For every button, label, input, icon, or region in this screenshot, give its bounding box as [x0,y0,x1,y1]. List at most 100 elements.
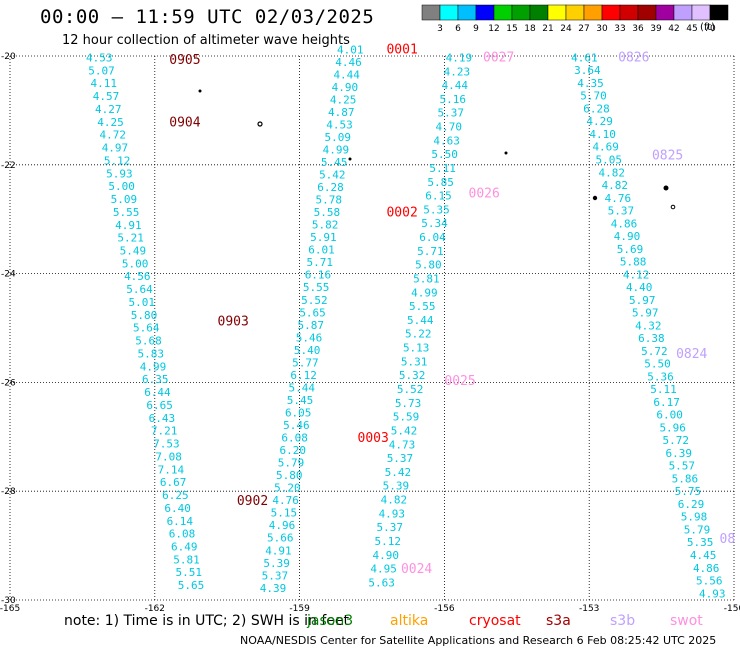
wave-height-value: 5.05 [595,154,622,167]
wave-height-value: 7.53 [153,438,180,451]
wave-height-value: 5.31 [401,355,428,368]
color-scale-swatch [511,4,531,21]
wave-height-value: 4.10 [589,128,616,141]
island-marker [670,204,676,210]
pass-time-label: 0825 [652,148,683,163]
pass-time-label: 0001 [386,42,417,57]
pass-time-label: 0026 [469,186,500,201]
wave-height-value: 5.77 [292,356,319,369]
color-scale-swatch [565,4,585,21]
wave-height-value: 4.11 [91,77,118,90]
wave-height-value: 5.49 [120,244,147,257]
wave-height-value: 6.49 [171,541,198,554]
color-scale-tick: 18 [524,24,536,34]
color-scale-swatch [475,4,495,21]
wave-height-value: 6.16 [305,269,332,282]
wave-height-value: 5.42 [319,169,346,182]
island-marker [592,195,598,201]
wave-height-value: 4.87 [328,106,355,119]
wave-height-value: 5.50 [431,148,458,161]
pass-time-label: 0902 [237,494,268,509]
pass-time-label: 0027 [483,50,514,65]
altimeter-tracks: 4.535.074.114.574.274.254.724.975.125.93… [86,43,725,600]
color-scale-tick: 3 [437,24,443,34]
wave-height-value: 4.99 [411,286,438,299]
wave-height-value: 5.79 [278,457,305,470]
color-scale-tick: 21 [542,24,553,34]
map-axes: -165 -162 -159 -156 -153 -150 -20 -22 -24 -26 -28 -… [0,52,740,614]
pass-time-label: 0903 [218,314,249,329]
pass-time-label: 0025 [444,374,475,389]
wave-height-value: 6.20 [280,444,307,457]
wave-height-value: 5.37 [262,569,289,582]
wave-height-value: 5.11 [429,162,456,175]
wave-height-value: 4.97 [102,142,129,155]
wave-height-value: 5.72 [662,434,689,447]
wave-height-value: 4.95 [370,563,397,576]
pass-time-labels: 0905 0904 0903 0902 0001 0002 0003 0027 0026 0025… [169,42,735,577]
wave-height-value: 4.86 [611,217,638,230]
color-scale-swatch [529,4,549,21]
wave-height-value: 3.64 [574,64,601,77]
color-scale-swatch [421,4,441,21]
wave-height-value: 5.78 [315,194,342,207]
wave-height-value: 5.80 [131,309,158,322]
wave-height-value: 5.64 [126,283,153,296]
wave-height-value: 6.00 [656,409,683,422]
color-scale-tick: 45 [686,24,697,34]
wave-height-value: 5.75 [675,485,702,498]
wave-height-value: 5.55 [303,281,330,294]
wave-height-value: 5.01 [129,296,156,309]
pass-time-label: 0905 [169,53,200,68]
wave-height-value: 6.44 [144,386,171,399]
wave-height-value: 5.97 [632,307,659,320]
pass-time-label: 0904 [169,116,200,131]
chart-subtitle: 12 hour collection of altimeter wave hei… [62,33,350,48]
color-scale-tick: 70 [704,24,716,34]
wave-height-value: 4.72 [99,129,126,142]
wave-height-value: 7.08 [155,450,182,463]
color-scale-tick: 33 [614,24,625,34]
color-scale-bar: 3 6 9 12 15 18 21 24 27 30 33 36 39 42 45 70 [421,4,729,34]
wave-height-value: 4.61 [571,51,598,64]
wave-height-value: 5.42 [391,424,418,437]
island-marker [257,121,263,127]
pass-time-label: 0824 [676,347,707,362]
wave-height-value: 4.76 [272,494,299,507]
track-s3b: 4.613.644.355.706.284.294.104.695.054.82… [571,51,725,600]
wave-height-value: 5.37 [387,452,414,465]
wave-height-value: 4.19 [446,51,473,64]
x-tick-label: -165 [0,604,20,614]
wave-height-value: 5.39 [383,480,410,493]
wave-height-value: 7.21 [151,425,178,438]
wave-height-value: 4.25 [97,116,124,129]
wave-height-value: 4.86 [693,562,720,575]
wave-height-value: 4.82 [599,166,626,179]
track-swot: 4.194.234.445.165.374.704.635.505.115.85… [368,51,472,589]
wave-height-value: 5.39 [263,557,290,570]
x-tick-label: -162 [145,604,165,614]
wave-height-value: 4.90 [332,81,359,94]
wave-height-value: 5.69 [617,243,644,256]
wave-height-value: 6.08 [169,528,196,541]
wave-height-value: 6.40 [164,502,191,515]
color-scale-swatch [619,4,639,21]
wave-height-value: 5.96 [659,421,686,434]
color-scale-tick: 36 [632,24,644,34]
island-marker [348,157,352,161]
color-scale-tick: 24 [560,24,572,34]
legend-item-cryosat: cryosat [469,613,521,629]
wave-height-value: 4.25 [330,93,357,106]
island-marker [504,151,508,155]
y-tick-label: -26 [1,378,16,388]
wave-height-value: 4.70 [435,121,462,134]
color-scale-swatch [583,4,603,21]
footer-note: note: 1) Time is in UTC; 2) SWH is in fe… [64,613,350,629]
color-scale-swatch [637,4,657,21]
wave-height-value: 6.05 [285,406,312,419]
color-scale-tick: 12 [488,24,499,34]
wave-height-value: 5.68 [135,335,162,348]
legend-item-jason3: jason3 [307,613,354,629]
wave-height-value: 4.27 [95,103,122,116]
wave-height-value: 5.45 [321,156,348,169]
